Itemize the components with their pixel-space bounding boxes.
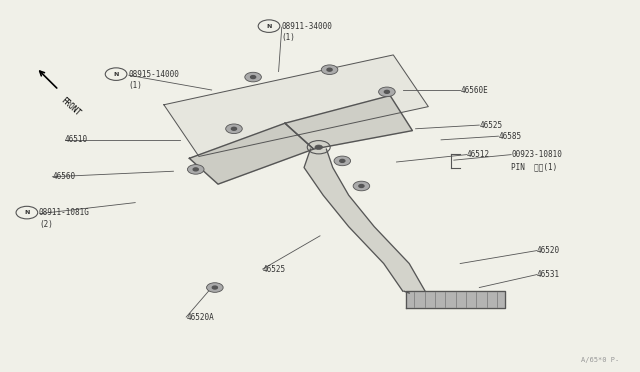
Circle shape [207,283,223,292]
Text: FRONT: FRONT [59,96,82,118]
Text: 08915-14000: 08915-14000 [128,70,179,78]
Circle shape [327,68,332,71]
Text: PIN  ピン(1): PIN ピン(1) [511,162,557,171]
Circle shape [188,164,204,174]
Polygon shape [406,291,505,308]
Text: (1): (1) [128,81,142,90]
Circle shape [245,72,261,82]
Circle shape [385,90,390,93]
FancyArrowPatch shape [40,71,57,88]
Circle shape [315,145,323,150]
Text: N: N [266,24,272,29]
Circle shape [340,160,345,162]
Text: 46560: 46560 [52,172,76,181]
Circle shape [232,127,237,130]
Text: N: N [113,72,119,77]
Circle shape [359,185,364,187]
Text: 46525: 46525 [262,264,286,273]
Text: 46585: 46585 [499,132,522,141]
Text: 08911-1081G: 08911-1081G [39,208,90,217]
Circle shape [334,156,351,166]
Text: 46520A: 46520A [186,312,214,321]
Circle shape [193,168,198,171]
Circle shape [321,65,338,74]
Text: (1): (1) [281,33,295,42]
Text: (2): (2) [39,219,53,228]
Circle shape [212,286,218,289]
Polygon shape [164,55,428,157]
Circle shape [353,181,370,191]
Polygon shape [304,149,425,291]
Text: 46560E: 46560E [460,86,488,94]
Text: 46525: 46525 [479,121,502,129]
Text: 46512: 46512 [467,150,490,159]
Text: 46510: 46510 [65,135,88,144]
Circle shape [250,76,255,78]
Text: N: N [24,210,29,215]
Text: 00923-10810: 00923-10810 [511,150,562,159]
Text: 46520: 46520 [537,246,560,255]
Text: 08911-34000: 08911-34000 [281,22,332,31]
Circle shape [379,87,395,97]
Polygon shape [189,123,314,184]
Polygon shape [285,96,412,149]
Circle shape [226,124,243,134]
Text: 46531: 46531 [537,270,560,279]
Text: A/65*0 P-: A/65*0 P- [581,357,620,363]
